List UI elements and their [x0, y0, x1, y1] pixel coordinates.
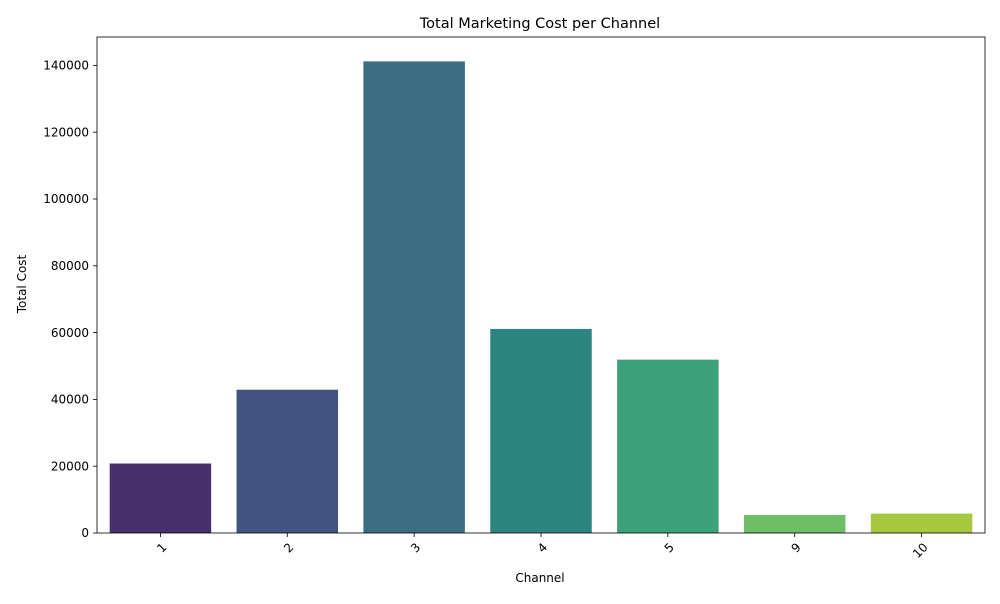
y-tick-label: 0: [81, 526, 89, 540]
x-tick-label: 1: [154, 540, 169, 555]
chart-title: Total Marketing Cost per Channel: [419, 16, 660, 32]
y-axis: 0 20000 40000 60000 80000 100000 120000 140000: [43, 59, 97, 540]
x-tick-label: 5: [662, 540, 677, 555]
x-axis: 1 2 3 4 5 9 10: [154, 533, 931, 561]
y-tick-label: 40000: [51, 393, 89, 407]
plot-frame: [96, 36, 986, 534]
bar-channel-1: [109, 463, 212, 533]
bar-channel-9: [743, 514, 846, 533]
y-tick-label: 100000: [43, 192, 89, 206]
x-tick-label: 2: [281, 540, 296, 555]
y-axis-title: Total Cost: [15, 254, 29, 314]
x-tick-label: 9: [789, 540, 804, 555]
bar-channel-5: [617, 359, 719, 533]
y-tick-label: 140000: [43, 59, 89, 73]
x-tick-label: 3: [408, 540, 423, 555]
y-tick-label: 80000: [51, 259, 89, 273]
x-tick-label: 10: [910, 540, 931, 561]
bar-channel-4: [490, 328, 592, 533]
bars-group: [109, 61, 973, 533]
bar-channel-2: [236, 389, 339, 533]
y-tick-label: 120000: [43, 125, 89, 139]
x-tick-label: 4: [535, 540, 550, 555]
bar-channel-3: [363, 61, 465, 533]
bar-channel-10: [870, 513, 973, 533]
y-tick-label: 20000: [51, 459, 89, 473]
x-axis-title: Channel: [515, 571, 564, 585]
y-tick-label: 60000: [51, 326, 89, 340]
